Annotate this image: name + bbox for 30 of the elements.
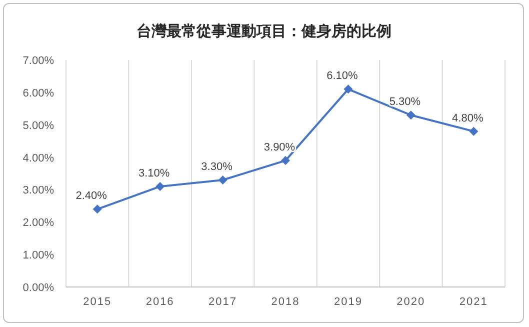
- x-tick-label: 2021: [459, 296, 488, 308]
- y-tick-label: 3.00%: [22, 184, 54, 197]
- y-tick-label: 5.00%: [22, 120, 54, 132]
- y-tick-label: 7.00%: [22, 55, 54, 67]
- data-label: 5.30%: [389, 96, 421, 108]
- x-tick-label: 2020: [396, 296, 426, 308]
- point: [92, 204, 102, 214]
- data-label: 2.40%: [76, 190, 108, 202]
- y-tick-label: 4.00%: [22, 152, 54, 164]
- point: [218, 175, 228, 184]
- point: [406, 110, 416, 120]
- chart-title: 台灣最常從事運動項目：健身房的比例: [136, 22, 392, 40]
- point: [281, 156, 290, 166]
- y-tick-label: 6.00%: [22, 87, 54, 100]
- y-tick-label: 0.00%: [22, 282, 54, 294]
- point: [469, 126, 478, 136]
- point: [156, 182, 165, 191]
- y-tick-label: 2.00%: [22, 217, 54, 230]
- data-label: 6.10%: [326, 70, 358, 82]
- data-label: 3.30%: [201, 160, 233, 173]
- data-label: 3.90%: [264, 142, 296, 154]
- x-tick-label: 2015: [83, 296, 112, 308]
- y-tick-label: 1.00%: [22, 250, 54, 262]
- point: [344, 84, 353, 94]
- x-tick-label: 2016: [146, 296, 174, 308]
- x-tick-label: 2017: [208, 296, 238, 308]
- x-tick-label: 2019: [334, 296, 362, 308]
- data-label: 4.80%: [452, 112, 484, 124]
- data-label: 3.10%: [138, 167, 170, 180]
- x-tick-label: 2018: [271, 296, 300, 308]
